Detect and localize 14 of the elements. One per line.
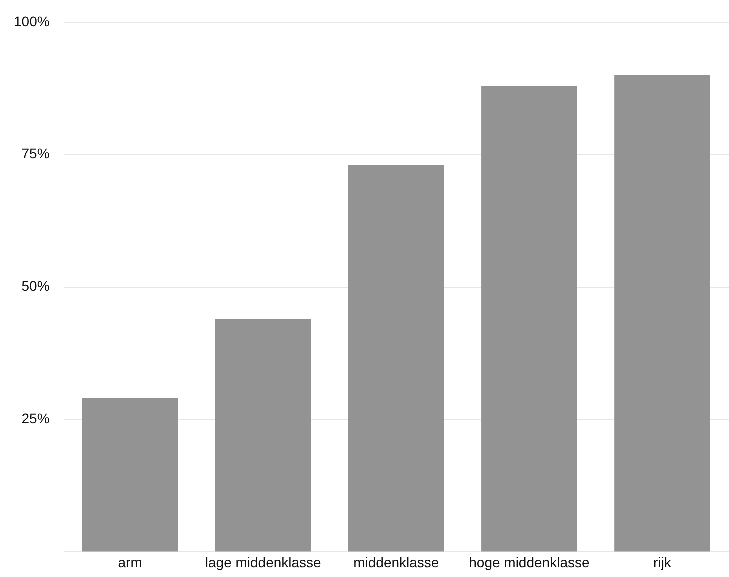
x-tick-label: lage middenklasse [205,554,322,570]
x-tick-label: arm [118,554,142,570]
bar [82,398,178,552]
y-tick-label: 100% [14,13,50,30]
x-tick-label: hoge middenklasse [469,554,590,570]
y-tick-label: 50% [22,278,50,294]
bar [348,165,444,552]
bar [215,319,312,552]
y-tick-label: 25% [22,410,50,427]
bar [614,75,710,552]
bar [482,86,578,552]
y-tick-label: 75% [22,146,50,162]
x-tick-label: middenklasse [354,554,440,570]
x-tick-label: rijk [654,554,672,570]
